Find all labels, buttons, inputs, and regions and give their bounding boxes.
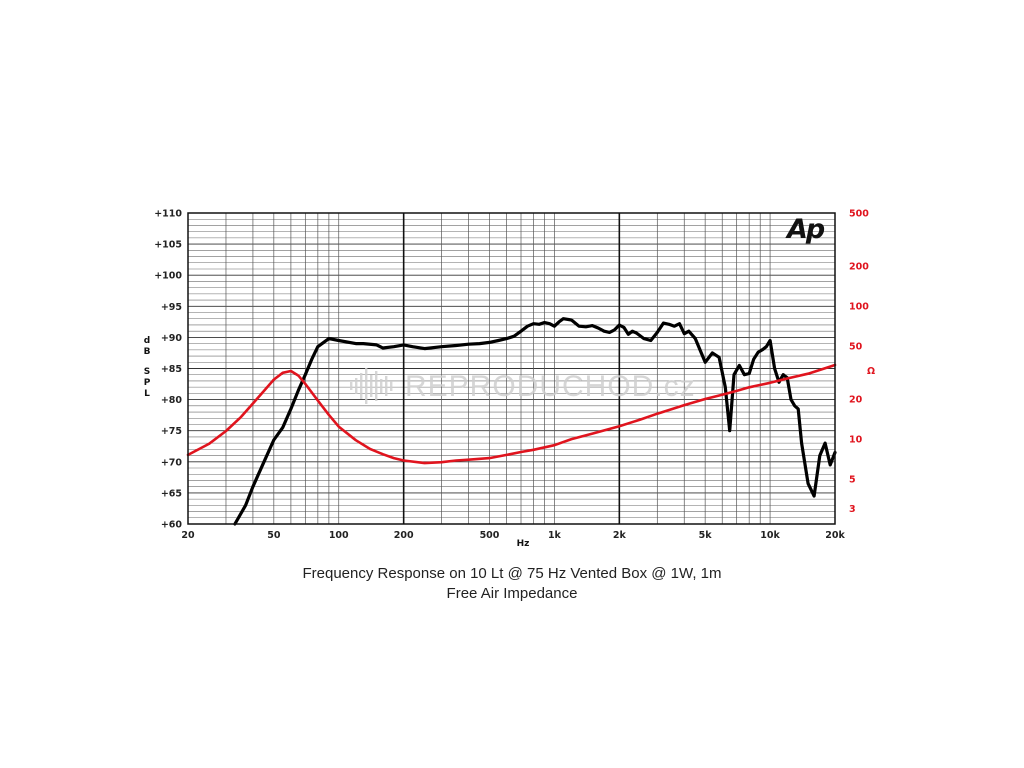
watermark-bar — [355, 378, 358, 394]
x-tick-label: 200 — [394, 530, 414, 541]
watermark-text: REPRODUCHOD.cz — [405, 370, 696, 403]
x-tick-label: 20k — [825, 530, 845, 541]
watermark-bar — [390, 381, 393, 391]
x-axis-label: Hz — [517, 539, 530, 549]
y2-tick-label: 100 — [849, 302, 869, 313]
ap-logo: Ap — [785, 214, 825, 245]
x-tick-label: 10k — [760, 530, 780, 541]
x-tick-label: 100 — [329, 530, 349, 541]
y-tick-label: +70 — [161, 457, 183, 468]
y2-tick-label: 50 — [849, 342, 863, 353]
y-tick-label: +110 — [154, 209, 182, 220]
y-tick-label: +85 — [161, 364, 182, 375]
x-tick-label: 20 — [181, 530, 195, 541]
watermark-bar — [350, 382, 353, 390]
y2-tick-label: 500 — [849, 209, 869, 220]
y-tick-label: +80 — [161, 395, 183, 406]
caption-line-2: Free Air Impedance — [446, 585, 578, 602]
watermark: REPRODUCHOD.cz — [350, 368, 696, 404]
y-tick-label: +105 — [154, 240, 182, 251]
x-tick-label: 500 — [480, 530, 500, 541]
watermark-bar — [360, 373, 363, 399]
watermark-bar — [365, 368, 368, 404]
watermark-bar — [380, 379, 383, 393]
plot-frame — [187, 212, 836, 525]
y-tick-label: +60 — [161, 520, 183, 531]
watermark-bar — [370, 375, 373, 397]
y-tick-label: +65 — [161, 488, 182, 499]
y-tick-label: +90 — [161, 333, 183, 344]
watermark-bar — [385, 376, 388, 396]
y2-tick-label: 10 — [849, 435, 863, 446]
x-tick-label: 2k — [613, 530, 627, 541]
y-tick-label: +100 — [154, 271, 182, 282]
watermark-sound-icon — [350, 368, 393, 404]
x-axis-ticks: 20 50 100 200 500 1k 2k 5k 10k 20k — [181, 530, 845, 541]
y2-tick-label: 5 — [849, 475, 856, 486]
right-axis-ticks: 500 200 100 50 20 10 5 3 — [849, 209, 869, 516]
y-tick-label: +95 — [161, 302, 182, 313]
y-axis-label-char: S — [144, 367, 150, 377]
y2-tick-label: 3 — [849, 504, 856, 515]
x-tick-label: 1k — [548, 530, 562, 541]
series-layer — [186, 317, 837, 526]
caption-line-1: Frequency Response on 10 Lt @ 75 Hz Vent… — [302, 565, 722, 582]
left-axis-ticks: +110 +105 +100 +95 +90 +85 +80 +75 +70 +65 +60 — [154, 209, 182, 531]
y-axis-label-char: d — [144, 336, 150, 346]
y2-tick-label: 200 — [849, 261, 869, 272]
right-axis-label: Ω — [867, 366, 875, 377]
y2-tick-label: 20 — [849, 395, 863, 406]
y-axis-label-char: L — [144, 389, 150, 399]
x-tick-label: 50 — [267, 530, 281, 541]
impedance-curve — [186, 363, 837, 465]
y-tick-label: +75 — [161, 426, 182, 437]
x-tick-label: 5k — [699, 530, 713, 541]
watermark-bar — [375, 371, 378, 401]
y-axis-label-char: P — [144, 378, 151, 388]
spl-curve — [233, 317, 837, 526]
y-axis-label-char: B — [144, 347, 151, 357]
